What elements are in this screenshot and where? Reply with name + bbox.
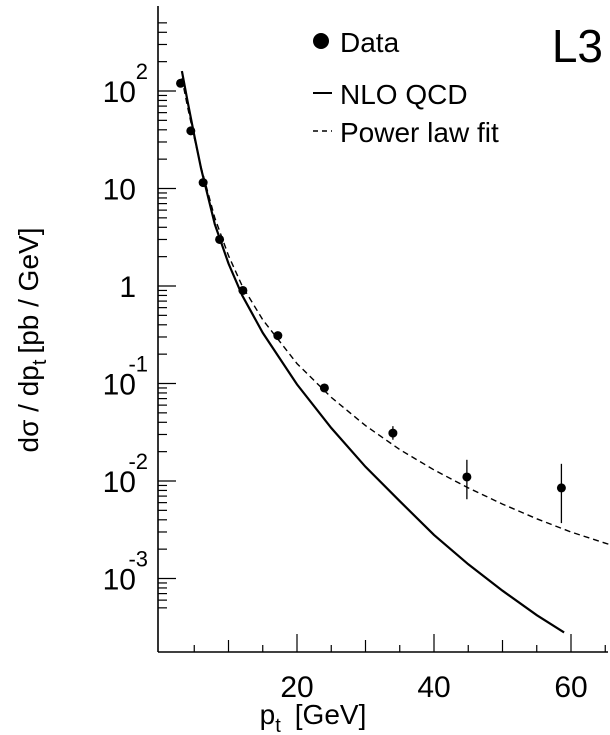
y-tick-label: 10 [103,174,136,207]
data-point [462,472,472,482]
x-axis-ticks: 20 40 60 [193,634,606,704]
x-axis-label: pt [GeV] [260,699,367,735]
y-tick-label: 10 [103,564,136,597]
x-tick-label: 40 [417,671,450,704]
legend-marker-data [313,33,329,49]
legend: Data NLO QCD Power law fit [313,27,499,148]
x-tick-label: 60 [554,671,587,704]
data-point [198,178,208,188]
data-points [176,78,566,524]
data-point [215,234,225,244]
y-tick-label: 1 [119,271,136,304]
data-point [186,126,196,136]
nlo-qcd-curve [180,70,565,634]
y-axis-label: dσ / dpt[pb / GeV] [13,228,51,453]
y-tick-exponent: -2 [128,449,148,474]
y-tick-label: 10 [103,369,136,402]
data-point [556,483,566,493]
data-point [238,285,248,295]
y-tick-exponent: -1 [128,352,148,377]
experiment-label: L3 [552,20,603,72]
y-tick-label: 10 [103,466,136,499]
y-tick-label: 10 [103,76,136,109]
legend-label-data: Data [340,27,400,58]
legend-label-nlo: NLO QCD [340,79,468,110]
y-tick-exponent: -3 [128,547,148,572]
legend-label-powerlaw: Power law fit [340,117,499,148]
series-curves [180,70,610,634]
x-tick-label: 20 [280,671,313,704]
data-point [388,428,398,438]
data-point [319,383,329,393]
y-tick-exponent: 2 [136,59,148,84]
axes [157,6,608,653]
data-point [273,331,283,341]
data-point [176,78,186,88]
power-law-fit-curve [181,78,610,546]
